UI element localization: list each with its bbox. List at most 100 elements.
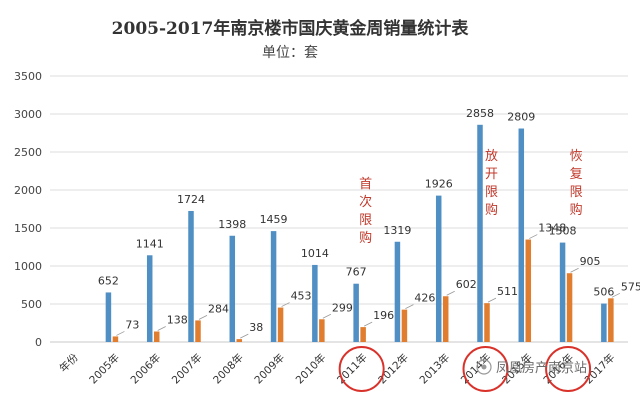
y-tick-label: 1000	[14, 260, 42, 273]
data-label: 138	[167, 314, 188, 327]
bar	[229, 235, 236, 342]
bars	[105, 124, 614, 343]
data-label: 602	[456, 278, 477, 291]
bar	[601, 303, 607, 342]
bar	[236, 339, 243, 342]
data-label: 905	[580, 255, 601, 268]
x-tick-label: 2008年	[210, 351, 246, 387]
watermark-logo-dot-icon	[481, 364, 487, 370]
annotation-text: 复	[570, 167, 583, 182]
bar	[195, 320, 201, 342]
data-label: 1348	[538, 222, 566, 235]
data-label: 506	[593, 286, 614, 299]
data-label: 299	[332, 301, 353, 314]
data-label: 511	[497, 285, 518, 298]
x-tick-label: 2010年	[293, 351, 329, 387]
data-label: 767	[346, 266, 367, 279]
y-tick-label: 2500	[14, 146, 42, 159]
data-label: 2809	[507, 111, 535, 124]
watermark-text: 凤凰房产南京站	[496, 360, 587, 376]
annotation-text: 开	[485, 167, 498, 182]
chart-title: 2005-2017年南京楼市国庆黄金周销量统计表	[112, 18, 470, 39]
bar	[188, 210, 194, 342]
data-label: 1141	[136, 237, 164, 250]
bar	[105, 292, 112, 342]
data-label-leader	[487, 297, 497, 303]
data-label: 1308	[549, 225, 577, 238]
y-tick-label: 3500	[14, 70, 42, 83]
grid	[50, 75, 628, 343]
data-label: 38	[249, 321, 263, 334]
bar	[518, 128, 525, 342]
y-tick-label: 2000	[14, 184, 42, 197]
bar	[435, 195, 442, 342]
bar	[566, 273, 573, 342]
data-label: 1014	[301, 247, 329, 260]
data-label-leader	[529, 234, 538, 239]
watermark: 凤凰房产南京站	[476, 359, 587, 376]
x-tick-label: 2006年	[128, 351, 164, 387]
bar	[608, 298, 614, 342]
y-tick-label: 0	[35, 336, 42, 349]
data-label: 284	[208, 302, 229, 315]
annotation-text: 恢	[570, 149, 583, 164]
data-label-leader	[446, 290, 455, 296]
data-label-leader	[611, 292, 621, 298]
annotation-text: 次	[359, 194, 372, 210]
watermark-logo-icon	[476, 359, 492, 375]
data-label-leader	[198, 315, 208, 320]
x-tick-label: 2013年	[417, 351, 453, 387]
y-tick-label: 500	[21, 298, 42, 311]
data-labels: 652 1141 1724 1398 1459 1014 767 1319 1926 2858 28…	[98, 107, 640, 339]
annotation-text: 购	[359, 230, 372, 246]
data-label-leader	[570, 267, 579, 273]
y-tick-label: 1500	[14, 222, 42, 235]
bar	[153, 331, 160, 342]
data-label: 652	[98, 274, 119, 287]
data-label: 73	[125, 318, 139, 331]
data-label-leader	[116, 331, 125, 336]
bar	[394, 241, 401, 342]
data-label: 426	[414, 292, 435, 305]
data-label: 1459	[260, 213, 288, 226]
annotation-text: 购	[485, 202, 498, 218]
data-label: 1724	[177, 193, 205, 206]
bar	[559, 242, 566, 342]
data-label: 1319	[383, 224, 411, 237]
bar	[477, 124, 483, 343]
annotation-text: 限	[359, 213, 372, 228]
data-label-leader	[240, 333, 249, 339]
bar	[146, 255, 153, 342]
bar	[353, 283, 359, 342]
chart-subtitle: 单位：套	[262, 45, 318, 61]
bar	[484, 303, 490, 342]
data-label-leader	[322, 313, 332, 319]
data-label: 1398	[218, 218, 246, 231]
bar	[312, 264, 318, 342]
bar	[277, 307, 284, 342]
bar	[319, 319, 325, 342]
data-label-leader	[281, 302, 290, 307]
data-label: 196	[373, 309, 394, 322]
annotation-text: 限	[485, 185, 498, 200]
highlight-circle	[545, 346, 592, 392]
x-tick-label: 2009年	[252, 351, 288, 387]
x-tick-label: 2005年	[87, 351, 123, 387]
bar	[270, 231, 277, 342]
x-tick-label: 年份	[57, 351, 81, 375]
data-label-leader	[157, 326, 166, 331]
highlight-circle	[462, 346, 509, 392]
data-label-leader	[405, 304, 414, 309]
bar	[442, 296, 449, 342]
annotation-text: 首	[359, 177, 372, 192]
bar	[525, 239, 532, 342]
data-label: 453	[291, 290, 312, 303]
x-tick-label: 2007年	[169, 351, 205, 387]
y-tick-label: 3000	[14, 108, 42, 121]
annotation-text: 限	[570, 185, 583, 200]
y-axis-ticks: 0 500 1000 1500 2000 2500 3000 3500	[14, 70, 42, 349]
annotation-text: 购	[570, 202, 583, 218]
data-label: 1926	[425, 178, 453, 191]
